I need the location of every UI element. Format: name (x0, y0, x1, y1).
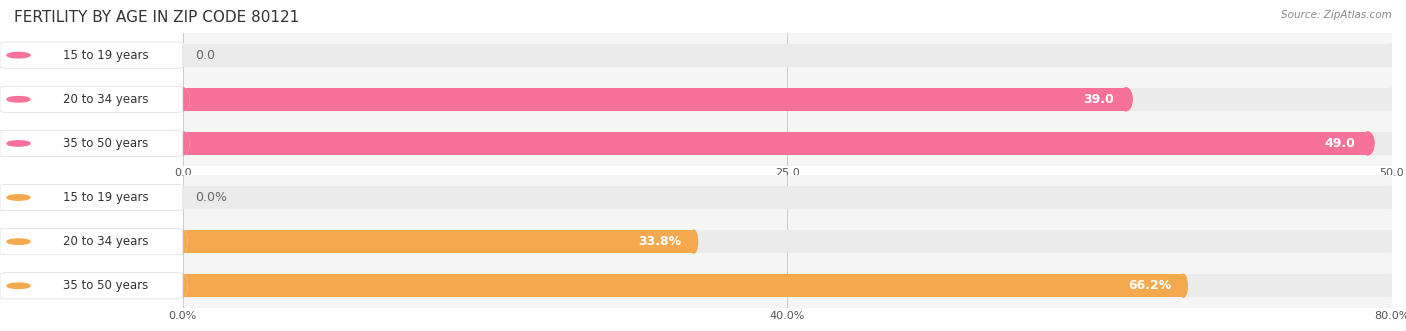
Text: Source: ZipAtlas.com: Source: ZipAtlas.com (1281, 10, 1392, 20)
Circle shape (1386, 44, 1398, 67)
Text: FERTILITY BY AGE IN ZIP CODE 80121: FERTILITY BY AGE IN ZIP CODE 80121 (14, 10, 299, 25)
Text: 15 to 19 years: 15 to 19 years (63, 191, 148, 204)
Text: 39.0: 39.0 (1083, 93, 1114, 106)
Text: 0.0: 0.0 (195, 49, 215, 62)
Circle shape (179, 186, 187, 209)
Bar (183, 230, 1392, 253)
Circle shape (179, 274, 187, 297)
Bar (183, 132, 1368, 155)
Circle shape (1388, 186, 1396, 209)
Circle shape (179, 230, 187, 253)
Bar (183, 230, 693, 253)
Circle shape (179, 274, 187, 297)
Circle shape (1386, 132, 1398, 155)
Text: 15 to 19 years: 15 to 19 years (63, 49, 148, 62)
Circle shape (177, 88, 188, 111)
Bar (183, 88, 1126, 111)
Text: 66.2%: 66.2% (1128, 279, 1171, 292)
Text: 20 to 34 years: 20 to 34 years (63, 235, 148, 248)
Text: 35 to 50 years: 35 to 50 years (63, 279, 148, 292)
Circle shape (1180, 274, 1187, 297)
Text: 20 to 34 years: 20 to 34 years (63, 93, 148, 106)
Circle shape (177, 44, 188, 67)
Circle shape (1388, 230, 1396, 253)
Circle shape (1388, 274, 1396, 297)
Circle shape (179, 230, 187, 253)
Bar (183, 274, 1392, 297)
Bar (183, 132, 1392, 155)
Circle shape (177, 88, 188, 111)
Bar (183, 274, 1184, 297)
Text: 35 to 50 years: 35 to 50 years (63, 137, 148, 150)
Circle shape (177, 132, 188, 155)
Text: 33.8%: 33.8% (638, 235, 682, 248)
Circle shape (1386, 88, 1398, 111)
Text: 49.0: 49.0 (1324, 137, 1355, 150)
Text: 0.0%: 0.0% (195, 191, 226, 204)
Bar (183, 186, 1392, 209)
Circle shape (1119, 88, 1132, 111)
Bar (183, 44, 1392, 67)
Circle shape (1361, 132, 1374, 155)
Circle shape (177, 132, 188, 155)
Circle shape (690, 230, 697, 253)
Bar (183, 88, 1392, 111)
